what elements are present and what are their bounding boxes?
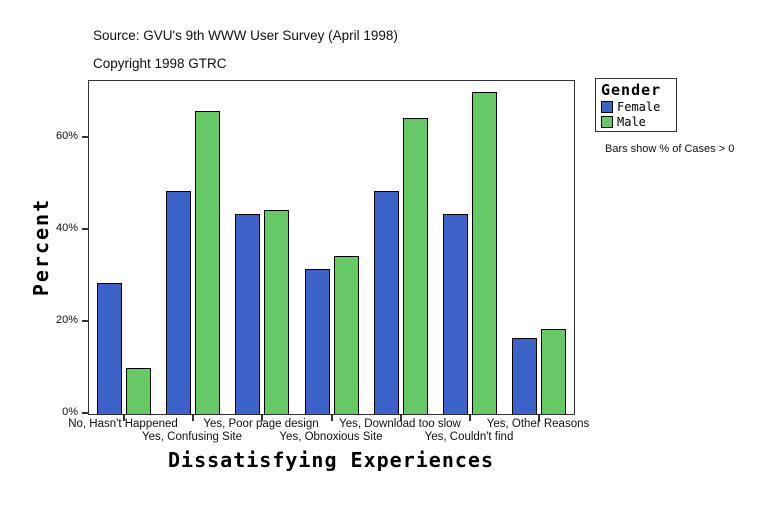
x-tick-mark-2 bbox=[261, 415, 263, 421]
x-category-label-0: No, Hasn't Happened bbox=[68, 418, 178, 430]
bar-female-1 bbox=[166, 191, 191, 414]
bar-female-2 bbox=[235, 214, 260, 414]
legend-title: Gender bbox=[601, 81, 662, 99]
bar-male-0 bbox=[126, 368, 151, 414]
bar-male-4 bbox=[403, 118, 428, 414]
chart-source-title: Source: GVU's 9th WWW User Survey (April… bbox=[93, 28, 398, 43]
x-category-label-1: Yes, Confusing Site bbox=[142, 431, 242, 443]
bar-female-3 bbox=[305, 269, 330, 414]
y-tick-label-40%: 40% bbox=[55, 222, 78, 234]
bar-male-5 bbox=[472, 92, 497, 414]
legend: Gender Female Male bbox=[595, 78, 677, 132]
y-tick-mark-20% bbox=[82, 320, 88, 322]
bar-male-3 bbox=[334, 256, 359, 414]
x-tick-mark-3 bbox=[331, 415, 333, 421]
x-tick-mark-0 bbox=[123, 415, 125, 421]
x-category-label-6: Yes, Other Reasons bbox=[486, 418, 590, 430]
legend-item-female: Female bbox=[601, 99, 671, 114]
bar-female-4 bbox=[374, 191, 399, 414]
x-tick-mark-4 bbox=[400, 415, 402, 421]
bar-male-1 bbox=[195, 111, 220, 414]
x-category-label-2: Yes, Poor page design bbox=[203, 418, 319, 430]
x-tick-mark-6 bbox=[538, 415, 540, 421]
legend-label-male: Male bbox=[617, 114, 646, 129]
y-axis-title: Percent bbox=[29, 197, 53, 297]
plot-area bbox=[88, 80, 575, 415]
legend-swatch-female bbox=[601, 100, 613, 113]
bar-female-6 bbox=[512, 338, 537, 414]
y-tick-mark-40% bbox=[82, 228, 88, 230]
legend-note: Bars show % of Cases > 0 bbox=[605, 143, 735, 155]
chart-copyright-title: Copyright 1998 GTRC bbox=[93, 56, 227, 71]
y-tick-label-20%: 20% bbox=[55, 314, 78, 326]
x-category-label-3: Yes, Obnoxious Site bbox=[279, 431, 383, 443]
legend-item-male: Male bbox=[601, 114, 671, 129]
x-category-label-4: Yes, Download too slow bbox=[339, 418, 461, 430]
x-tick-mark-1 bbox=[192, 415, 194, 421]
y-tick-label-0%: 0% bbox=[62, 406, 78, 418]
y-tick-mark-0% bbox=[82, 412, 88, 414]
bar-male-2 bbox=[264, 210, 289, 414]
y-tick-mark-60% bbox=[82, 136, 88, 138]
x-tick-mark-5 bbox=[469, 415, 471, 421]
bar-male-6 bbox=[541, 329, 566, 414]
bar-female-0 bbox=[97, 283, 122, 414]
legend-items: Female Male bbox=[601, 99, 671, 129]
y-tick-label-60%: 60% bbox=[55, 130, 78, 142]
bar-female-5 bbox=[443, 214, 468, 414]
x-category-label-5: Yes, Couldn't find bbox=[424, 431, 514, 443]
x-axis-title: Dissatisfying Experiences bbox=[167, 448, 495, 472]
legend-label-female: Female bbox=[617, 99, 661, 114]
legend-swatch-male bbox=[601, 115, 613, 128]
